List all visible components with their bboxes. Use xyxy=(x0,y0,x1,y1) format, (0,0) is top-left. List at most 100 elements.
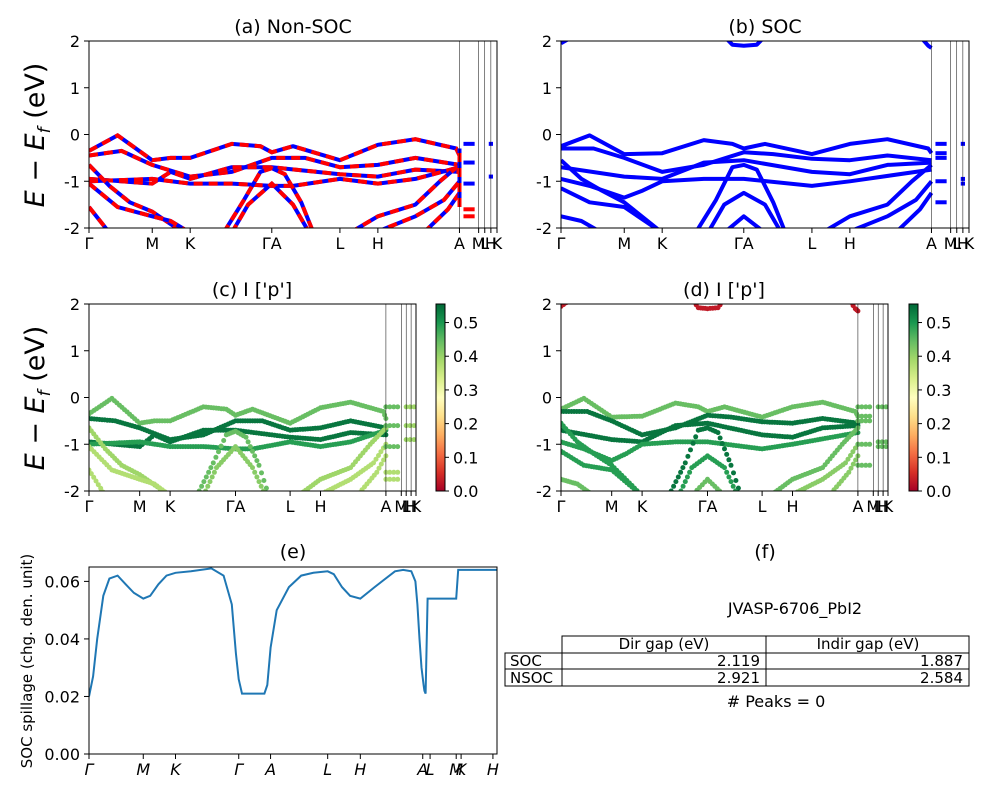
band-point xyxy=(266,493,271,498)
band-point xyxy=(848,465,854,471)
y-tick-label: -1 xyxy=(536,172,552,191)
band-point xyxy=(735,493,740,498)
colorbar-tick-label: 0.3 xyxy=(453,381,478,400)
band-point xyxy=(853,457,859,463)
band-point xyxy=(678,488,684,491)
colorbar-tick-label: 0.5 xyxy=(926,314,951,333)
band-point xyxy=(250,448,255,454)
band-point xyxy=(91,474,97,480)
band-line xyxy=(232,181,309,228)
x-tick-label: M xyxy=(866,497,880,516)
panel-e-title: (e) xyxy=(280,541,307,563)
band-line-dashed xyxy=(354,163,461,228)
band-point xyxy=(726,474,732,480)
band-point xyxy=(733,478,739,483)
x-tick-label: L xyxy=(758,497,767,516)
x-tick-label: L xyxy=(480,234,489,253)
panel-e-plot: 0.000.020.040.06Γ M K Γ A L H AL MK H xyxy=(44,566,499,779)
x-tick-label: H xyxy=(957,234,969,253)
band-point xyxy=(879,439,885,445)
band-point xyxy=(216,449,221,455)
band-point xyxy=(684,474,690,480)
x-tick-label: A xyxy=(416,760,428,779)
x-tick-label: M xyxy=(136,760,150,779)
x-tick-label: K xyxy=(411,497,422,516)
band-point xyxy=(387,444,393,450)
band-point xyxy=(206,469,212,475)
band-point xyxy=(668,488,674,491)
band-line-dashed xyxy=(89,133,462,163)
band-point xyxy=(391,404,397,410)
colorbar-tick-label: 0.0 xyxy=(453,482,478,501)
y-tick-label: 0.04 xyxy=(44,630,80,649)
band-point xyxy=(566,299,571,304)
band-point xyxy=(671,483,677,489)
band-point xyxy=(867,413,873,419)
band-point xyxy=(387,404,393,410)
band-point xyxy=(693,434,699,440)
table-cell: 2.119 xyxy=(717,652,760,670)
band-point xyxy=(93,478,99,484)
band-line-dashed xyxy=(89,165,461,188)
band-point xyxy=(411,437,416,443)
colorbar-tick-label: 0.2 xyxy=(453,415,478,434)
band-point xyxy=(391,444,397,450)
band-point xyxy=(883,439,888,445)
colorbar-tick-label: 0.2 xyxy=(926,415,951,434)
y-tick-label: 1 xyxy=(542,79,552,98)
table-title: JVASP-6706_PbI2 xyxy=(727,599,862,619)
y-tick-label: -2 xyxy=(64,482,80,501)
band-point xyxy=(260,488,266,491)
band-point xyxy=(689,493,694,498)
band-point xyxy=(859,441,865,447)
y-tick-label: 0 xyxy=(70,126,80,145)
band-layer xyxy=(89,133,493,228)
band-point xyxy=(381,457,387,463)
band-point xyxy=(859,462,865,468)
y-tick-label: -2 xyxy=(536,219,552,238)
y-tick-label: 2 xyxy=(542,295,552,314)
ylabel-spillage: SOC spillage (chg. den. unit) xyxy=(18,554,36,769)
band-point xyxy=(738,493,743,498)
band-point xyxy=(391,423,397,429)
band-point xyxy=(411,423,416,429)
panel-b-title: (b) SOC xyxy=(728,16,801,38)
band-point xyxy=(846,297,851,302)
band-point xyxy=(732,488,738,491)
table-header-dir: Dir gap (eV) xyxy=(619,635,710,653)
band-point xyxy=(859,418,865,424)
band-point xyxy=(728,479,734,485)
band-point xyxy=(218,443,224,449)
colorbar-rect xyxy=(908,303,919,492)
band-point xyxy=(863,404,869,410)
x-tick-label: L xyxy=(323,760,332,779)
ylabel-energy-mid: E − Ef (eV) xyxy=(20,326,55,471)
band-point xyxy=(843,460,848,466)
band-point xyxy=(883,404,888,410)
x-tick-label: M xyxy=(133,497,147,516)
band-point xyxy=(387,423,393,429)
band-point xyxy=(666,493,671,498)
band-point xyxy=(207,479,213,485)
band-point xyxy=(688,447,693,453)
y-tick-label: 1 xyxy=(70,342,80,361)
band-point xyxy=(256,479,262,485)
band-point xyxy=(162,489,168,491)
table-row-label: NSOC xyxy=(510,669,553,687)
band-line xyxy=(726,214,763,228)
colorbar-rect xyxy=(435,303,446,492)
y-tick-label: 0.06 xyxy=(44,572,80,591)
band-point xyxy=(395,476,401,482)
x-tick-label: Γ xyxy=(234,760,244,779)
panel-c-title: (c) I ['p'] xyxy=(212,279,292,301)
band-point xyxy=(863,441,869,447)
band-point xyxy=(690,440,696,446)
band-point xyxy=(296,493,301,498)
band-point xyxy=(680,465,686,471)
x-tick-label: L xyxy=(402,497,411,516)
table-row-label: SOC xyxy=(510,652,542,670)
x-tick-label: L xyxy=(426,760,435,779)
x-tick-label: Γ xyxy=(557,234,566,253)
band-point xyxy=(252,469,258,475)
